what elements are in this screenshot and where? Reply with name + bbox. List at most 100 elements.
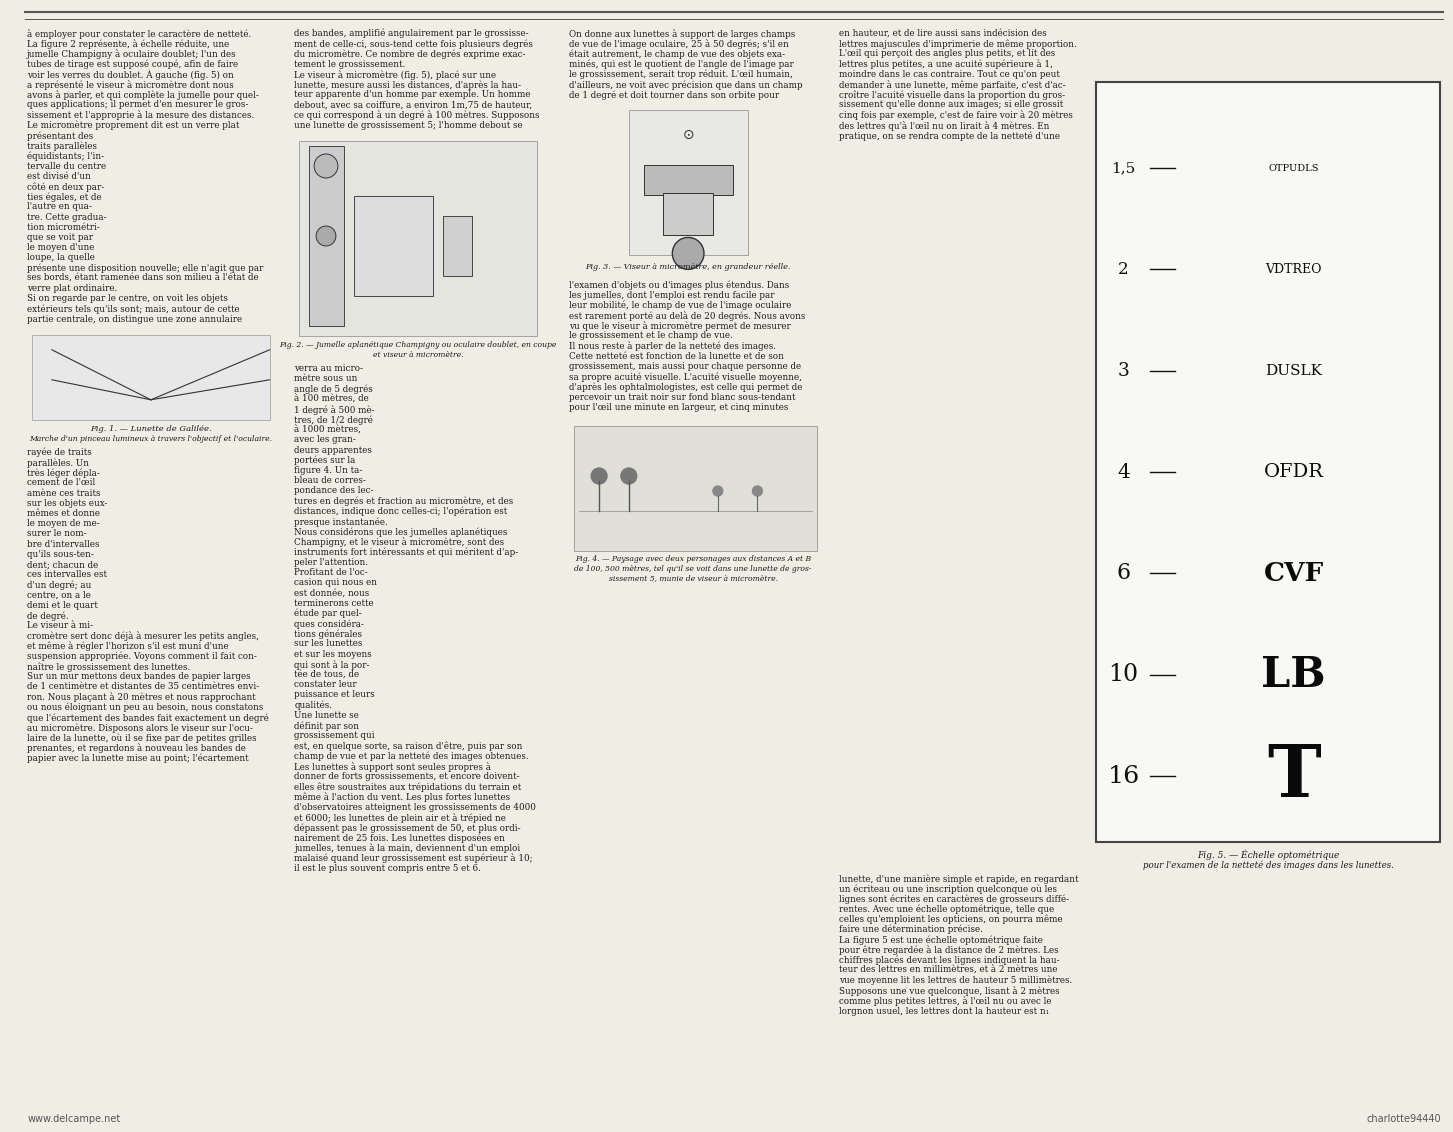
Circle shape <box>314 154 339 178</box>
Text: rentes. Avec une échelle optométrique, telle que: rentes. Avec une échelle optométrique, t… <box>838 904 1053 915</box>
Text: surer le nom-: surer le nom- <box>28 530 87 539</box>
Text: lunette, mesure aussi les distances, d'après la hau-: lunette, mesure aussi les distances, d'a… <box>295 80 522 89</box>
Text: qualités.: qualités. <box>295 701 333 710</box>
Text: casion qui nous en: casion qui nous en <box>295 578 378 588</box>
Text: et sur les moyens: et sur les moyens <box>295 650 372 659</box>
Text: même à l'action du vent. Les plus fortes lunettes: même à l'action du vent. Les plus fortes… <box>295 792 510 803</box>
Text: équidistants; l'in-: équidistants; l'in- <box>28 152 105 161</box>
Text: jumelle Champigny à oculaire doublet; l'un des: jumelle Champigny à oculaire doublet; l'… <box>28 50 237 59</box>
Text: debout, avec sa coiffure, a environ 1m,75 de hauteur,: debout, avec sa coiffure, a environ 1m,7… <box>295 101 533 110</box>
Text: partie centrale, on distingue une zone annulaire: partie centrale, on distingue une zone a… <box>28 315 243 324</box>
Text: chiffres placés devant les lignes indiquent la hau-: chiffres placés devant les lignes indiqu… <box>838 955 1059 966</box>
Text: pour l'œil une minute en largeur, et cinq minutes: pour l'œil une minute en largeur, et cin… <box>570 403 789 412</box>
Text: presque instantanée.: presque instantanée. <box>295 517 388 526</box>
Text: suspension appropriée. Voyons comment il fait con-: suspension appropriée. Voyons comment il… <box>28 652 257 661</box>
Text: angle de 5 degrés: angle de 5 degrés <box>295 385 373 394</box>
Text: DUSLK: DUSLK <box>1266 363 1322 378</box>
Text: est rarement porté au delà de 20 degrés. Nous avons: est rarement porté au delà de 20 degrés.… <box>570 311 806 320</box>
Text: nairement de 25 fois. Les lunettes disposées en: nairement de 25 fois. Les lunettes dispo… <box>295 833 506 842</box>
Text: Fig. 4. — Paysage avec deux personages aux distances A et B: Fig. 4. — Paysage avec deux personages a… <box>575 555 811 563</box>
Text: deurs apparentes: deurs apparentes <box>295 446 372 455</box>
Text: ques applications; il permet d'en mesurer le gros-: ques applications; il permet d'en mesure… <box>28 101 248 110</box>
Text: tée de tous, de: tée de tous, de <box>295 670 359 679</box>
Text: mêmes et donne: mêmes et donne <box>28 509 100 518</box>
Text: 1,5: 1,5 <box>1112 161 1136 175</box>
Text: malaisé quand leur grossissement est supérieur à 10;: malaisé quand leur grossissement est sup… <box>295 854 533 864</box>
Text: sa propre acuité visuelle. L'acuité visuelle moyenne,: sa propre acuité visuelle. L'acuité visu… <box>570 372 802 381</box>
Text: que l'écartement des bandes fait exactement un degré: que l'écartement des bandes fait exactem… <box>28 713 269 722</box>
Text: tubes de tirage est supposé coupé, afin de faire: tubes de tirage est supposé coupé, afin … <box>28 60 238 69</box>
Text: que se voit par: que se voit par <box>28 233 93 242</box>
Text: côté en deux par-: côté en deux par- <box>28 182 105 191</box>
Text: des bandes, amplifié angulairement par le grossisse-: des bandes, amplifié angulairement par l… <box>295 29 529 38</box>
Text: ron. Nous plaçant à 20 mètres et nous rapprochant: ron. Nous plaçant à 20 mètres et nous ra… <box>28 693 256 703</box>
Text: avons à parler, et qui complète la jumelle pour quel-: avons à parler, et qui complète la jumel… <box>28 91 259 100</box>
Text: peler l'attention.: peler l'attention. <box>295 558 369 567</box>
Text: avec les gran-: avec les gran- <box>295 436 356 445</box>
Bar <box>644 165 732 196</box>
Circle shape <box>713 486 722 496</box>
Text: lettres plus petites, a une acuité supérieure à 1,: lettres plus petites, a une acuité supér… <box>838 60 1052 69</box>
Text: des lettres qu'à l'œil nu on lirait à 4 mètres. En: des lettres qu'à l'œil nu on lirait à 4 … <box>838 121 1049 130</box>
Text: Fig. 5. — Échelle optométrique: Fig. 5. — Échelle optométrique <box>1197 850 1340 860</box>
Text: Le viseur à micromètre (fig. 5), placé sur une: Le viseur à micromètre (fig. 5), placé s… <box>295 70 497 79</box>
Bar <box>309 146 344 326</box>
Text: le grossissement et le champ de vue.: le grossissement et le champ de vue. <box>570 332 734 341</box>
Text: tres, de 1/2 degré: tres, de 1/2 degré <box>295 415 373 424</box>
Text: vue moyenne lit les lettres de hauteur 5 millimètres.: vue moyenne lit les lettres de hauteur 5… <box>838 976 1072 986</box>
Text: pratique, on se rendra compte de la netteté d'une: pratique, on se rendra compte de la nett… <box>838 131 1059 140</box>
Text: On donne aux lunettes à support de larges champs: On donne aux lunettes à support de large… <box>570 29 796 38</box>
Text: sissement et l'approprie à la mesure des distances.: sissement et l'approprie à la mesure des… <box>28 111 254 120</box>
Text: rayée de traits: rayée de traits <box>28 448 92 457</box>
Text: OFDR: OFDR <box>1264 463 1324 481</box>
Text: à employer pour constater le caractère de netteté.: à employer pour constater le caractère d… <box>28 29 251 38</box>
Text: sur les objets eux-: sur les objets eux- <box>28 499 108 508</box>
Text: terminerons cette: terminerons cette <box>295 599 373 608</box>
Text: Le viseur à mi-: Le viseur à mi- <box>28 621 93 631</box>
Text: il est le plus souvent compris entre 5 et 6.: il est le plus souvent compris entre 5 e… <box>295 864 481 873</box>
Bar <box>629 111 747 256</box>
Circle shape <box>317 226 336 246</box>
Text: tre. Cette gradua-: tre. Cette gradua- <box>28 213 108 222</box>
Text: d'ailleurs, ne voit avec précision que dans un champ: d'ailleurs, ne voit avec précision que d… <box>570 80 804 89</box>
Text: L'œil qui perçoit des angles plus petits, et lit des: L'œil qui perçoit des angles plus petits… <box>838 50 1055 59</box>
Text: instruments fort intéressants et qui méritent d'ap-: instruments fort intéressants et qui mér… <box>295 548 519 557</box>
Text: tures en degrés et fraction au micromètre, et des: tures en degrés et fraction au micromètr… <box>295 497 513 506</box>
Text: ces intervalles est: ces intervalles est <box>28 571 108 580</box>
Text: les jumelles, dont l'emploi est rendu facile par: les jumelles, dont l'emploi est rendu fa… <box>570 291 774 300</box>
Text: d'un degré; au: d'un degré; au <box>28 581 92 590</box>
Text: sissement qu'elle donne aux images; si elle grossit: sissement qu'elle donne aux images; si e… <box>838 101 1062 110</box>
Text: a représenté le viseur à micromètre dont nous: a représenté le viseur à micromètre dont… <box>28 80 234 89</box>
Text: prenantes, et regardons à nouveau les bandes de: prenantes, et regardons à nouveau les ba… <box>28 744 246 754</box>
Text: l'autre en qua-: l'autre en qua- <box>28 203 92 212</box>
Text: de 1 centimètre et distantes de 35 centimètres envi-: de 1 centimètre et distantes de 35 centi… <box>28 683 260 692</box>
Text: amène ces traits: amène ces traits <box>28 489 100 498</box>
Text: minés, qui est le quotient de l'angle de l'image par: minés, qui est le quotient de l'angle de… <box>570 60 795 69</box>
Text: 3: 3 <box>1117 362 1129 380</box>
Text: Le micromètre proprement dit est un verre plat: Le micromètre proprement dit est un verr… <box>28 121 240 130</box>
Text: ce qui correspond à un degré à 100 mètres. Supposons: ce qui correspond à un degré à 100 mètre… <box>295 111 541 120</box>
Text: donner de forts grossissements, et encore doivent-: donner de forts grossissements, et encor… <box>295 772 520 781</box>
Text: sur les lunettes: sur les lunettes <box>295 640 363 649</box>
Text: leur mobilité, le champ de vue de l'image oculaire: leur mobilité, le champ de vue de l'imag… <box>570 301 792 310</box>
Text: pour l'examen de la netteté des images dans les lunettes.: pour l'examen de la netteté des images d… <box>1142 860 1393 869</box>
Text: La figure 2 représente, à échelle réduite, une: La figure 2 représente, à échelle réduit… <box>28 40 230 49</box>
Text: La figure 5 est une échelle optométrique faite: La figure 5 est une échelle optométrique… <box>838 935 1042 945</box>
Text: comme plus petites lettres, à l'œil nu ou avec le: comme plus petites lettres, à l'œil nu o… <box>838 996 1051 1006</box>
Text: dépassent pas le grossissement de 50, et plus ordi-: dépassent pas le grossissement de 50, et… <box>295 823 522 832</box>
Text: papier avec la lunette mise au point; l'écartement: papier avec la lunette mise au point; l'… <box>28 754 248 763</box>
Text: cinq fois par exemple, c'est de faire voir à 20 mètres: cinq fois par exemple, c'est de faire vo… <box>838 111 1072 120</box>
Circle shape <box>753 486 763 496</box>
Text: lettres majuscules d'imprimerie de même proportion.: lettres majuscules d'imprimerie de même … <box>838 40 1077 49</box>
Text: VDTREO: VDTREO <box>1266 263 1322 276</box>
Text: Les lunettes à support sont seules propres à: Les lunettes à support sont seules propr… <box>295 762 491 772</box>
Text: pondance des lec-: pondance des lec- <box>295 487 373 496</box>
Text: tervalle du centre: tervalle du centre <box>28 162 106 171</box>
Text: définit par son: définit par son <box>295 721 359 730</box>
Text: portées sur la: portées sur la <box>295 456 356 465</box>
Text: teur apparente d'un homme par exemple. Un homme: teur apparente d'un homme par exemple. U… <box>295 91 530 100</box>
Text: croître l'acuité visuelle dans la proportion du gros-: croître l'acuité visuelle dans la propor… <box>838 91 1065 100</box>
Text: un écriteau ou une inscription quelconque où les: un écriteau ou une inscription quelconqu… <box>838 884 1056 893</box>
Text: une lunette de grossissement 5; l'homme debout se: une lunette de grossissement 5; l'homme … <box>295 121 523 130</box>
Text: naître le grossissement des lunettes.: naître le grossissement des lunettes. <box>28 662 190 671</box>
